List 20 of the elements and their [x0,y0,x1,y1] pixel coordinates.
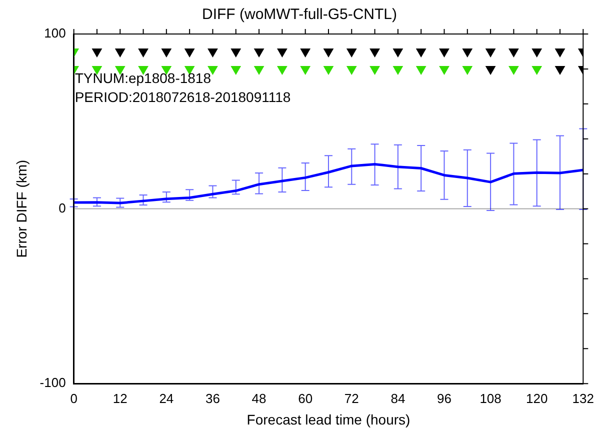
chart-title: DIFF (woMWT-full-G5-CNTL) [202,6,397,24]
x-tick-label: 72 [344,390,359,406]
y-tick-label: -100 [40,375,66,390]
x-tick-label: 84 [390,390,406,406]
x-axis-title: Forecast lead time (hours) [246,411,410,428]
x-tick-label: 24 [159,390,174,406]
annotation: PERIOD:2018072618-2018091118 [74,88,291,105]
annotation: TYNUM:ep1808-1818 [74,70,212,86]
x-tick-label: 108 [480,390,502,406]
x-tick-label: 96 [437,390,452,406]
y-tick-label: 100 [44,26,66,41]
x-tick-label: 132 [572,390,594,406]
x-tick-label: 48 [252,390,266,406]
y-tick-label: 0 [58,200,66,216]
y-axis-title: Error DIFF (km) [13,160,30,258]
x-tick-label: 36 [205,390,220,406]
x-tick-label: 120 [526,390,548,406]
x-tick-label: 0 [70,390,78,406]
x-tick-label: 12 [112,390,128,406]
x-tick-label: 60 [298,390,313,406]
